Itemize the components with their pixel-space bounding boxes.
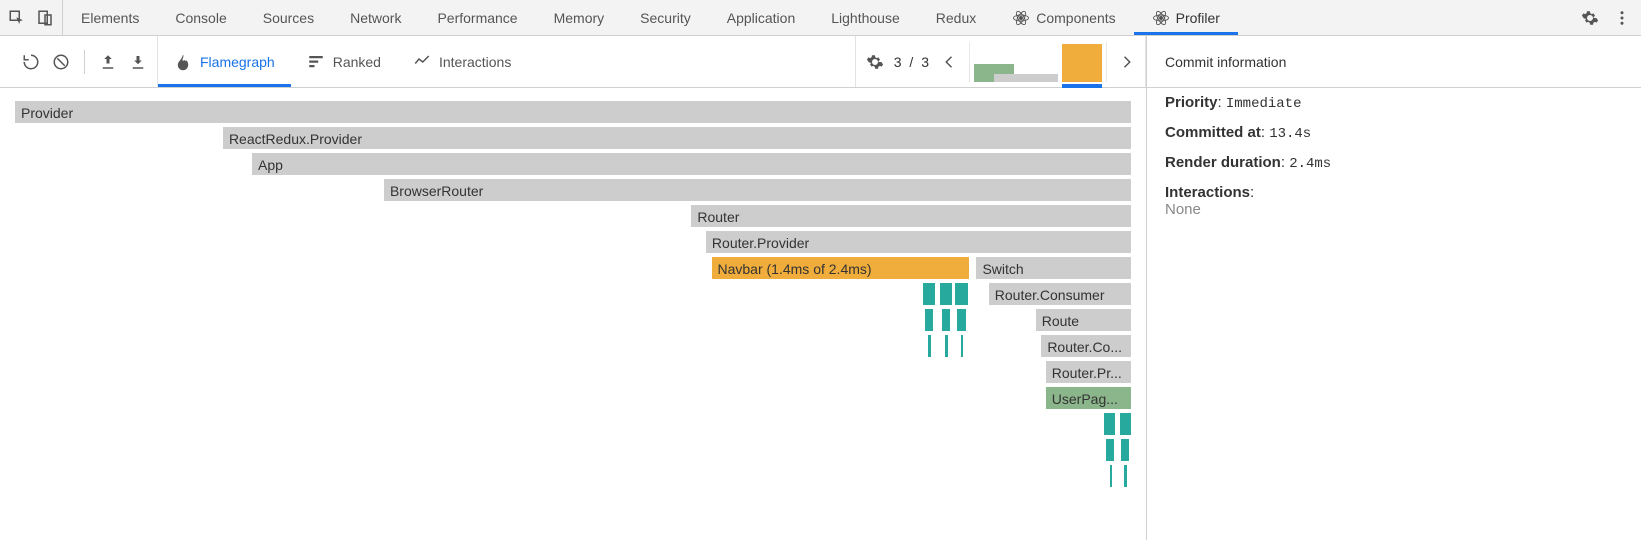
flame-bar[interactable]: Router.Co... [1040, 334, 1132, 358]
react-ext-icon [1152, 9, 1170, 27]
flame-bar[interactable]: Router.Provider [705, 230, 1132, 254]
flame-bar[interactable]: Route [1035, 308, 1132, 332]
mini-commit[interactable] [1062, 42, 1102, 82]
kebab-menu-icon[interactable] [1613, 9, 1631, 27]
flamegraph-area[interactable]: ProviderReactRedux.ProviderAppBrowserRou… [0, 88, 1146, 540]
tab-console[interactable]: Console [157, 0, 244, 35]
flame-bar[interactable]: ReactRedux.Provider [222, 126, 1132, 150]
tab-sources[interactable]: Sources [245, 0, 332, 35]
tab-label: Lighthouse [831, 10, 900, 26]
flamegraph-icon [174, 53, 192, 71]
profiler-view-label: Ranked [333, 54, 381, 70]
tab-label: Elements [81, 10, 139, 26]
flame-bar[interactable]: Switch [975, 256, 1132, 280]
commit-info-row: Priority: Immediate [1165, 94, 1623, 112]
profiler-toolbar: Flamegraph Ranked Interactions 3 / 3 Commi… [0, 36, 1641, 88]
react-ext-icon [1012, 9, 1030, 27]
flame-stub[interactable] [941, 308, 951, 332]
tab-elements[interactable]: Elements [63, 0, 157, 35]
flame-stub[interactable] [1109, 464, 1113, 488]
devtools-tab-strip: Elements Console Sources Network Performance… [0, 0, 1641, 36]
tab-performance[interactable]: Performance [419, 0, 535, 35]
ranked-icon [307, 53, 325, 71]
flame-stub[interactable] [1123, 464, 1127, 488]
tab-label: Sources [263, 10, 314, 26]
interactions-icon [413, 53, 431, 71]
flame-stub[interactable] [927, 334, 931, 358]
tab-label: Memory [554, 10, 605, 26]
commit-info-panel: Priority: Immediate Committed at: 13.4s Re… [1146, 88, 1641, 540]
mini-commit[interactable] [1018, 42, 1058, 82]
flame-stub[interactable] [956, 308, 966, 332]
reload-icon[interactable] [22, 53, 40, 71]
tab-redux[interactable]: Redux [918, 0, 994, 35]
upload-icon[interactable] [99, 53, 117, 71]
commit-counter: 3 / 3 [894, 54, 931, 70]
commit-info-row: Render duration: 2.4ms [1165, 154, 1623, 172]
flame-stub[interactable] [944, 334, 948, 358]
flame-stub[interactable] [1103, 412, 1116, 436]
tab-label: Security [640, 10, 691, 26]
tab-label: Profiler [1176, 10, 1220, 26]
tab-label: Console [175, 10, 226, 26]
flame-stub[interactable] [954, 282, 969, 306]
tab-security[interactable]: Security [622, 0, 709, 35]
profiler-view-ranked[interactable]: Ranked [291, 36, 397, 87]
tab-label: Redux [936, 10, 976, 26]
flame-stub[interactable] [960, 334, 964, 358]
inspect-icon[interactable] [8, 9, 26, 27]
tab-memory[interactable]: Memory [536, 0, 623, 35]
flame-bar[interactable]: BrowserRouter [383, 178, 1132, 202]
clear-icon[interactable] [52, 53, 70, 71]
profiler-gear-icon[interactable] [866, 53, 884, 71]
commit-info-row: Committed at: 13.4s [1165, 124, 1623, 142]
next-commit-icon[interactable] [1117, 53, 1135, 71]
gear-icon[interactable] [1581, 9, 1599, 27]
commit-minimap[interactable] [969, 42, 1107, 82]
profiler-view-interactions[interactable]: Interactions [397, 36, 527, 87]
profiler-view-label: Interactions [439, 54, 511, 70]
tab-label: Application [727, 10, 796, 26]
flame-stub[interactable] [922, 282, 937, 306]
tab-label: Components [1036, 10, 1115, 26]
profiler-view-flamegraph[interactable]: Flamegraph [158, 36, 291, 87]
tab-lighthouse[interactable]: Lighthouse [813, 0, 918, 35]
flame-bar[interactable]: App [251, 152, 1132, 176]
flame-bar[interactable]: Router.Pr... [1045, 360, 1132, 384]
flame-bar[interactable]: Provider [14, 100, 1132, 124]
prev-commit-icon[interactable] [941, 53, 959, 71]
flame-stub[interactable] [939, 282, 954, 306]
device-toggle-icon[interactable] [36, 9, 54, 27]
flame-stub[interactable] [924, 308, 934, 332]
tab-profiler[interactable]: Profiler [1134, 0, 1238, 35]
flame-bar[interactable]: UserPag... [1045, 386, 1132, 410]
download-icon[interactable] [129, 53, 147, 71]
flame-stub[interactable] [1120, 438, 1130, 462]
side-panel-title: Commit information [1165, 54, 1286, 70]
flame-bar[interactable]: Navbar (1.4ms of 2.4ms) [711, 256, 970, 280]
flame-bar[interactable]: Router.Consumer [988, 282, 1132, 306]
flame-bar[interactable]: Router [690, 204, 1132, 228]
tab-label: Performance [437, 10, 517, 26]
mini-commit[interactable] [974, 42, 1014, 82]
tab-components[interactable]: Components [994, 0, 1133, 35]
flame-stub[interactable] [1119, 412, 1132, 436]
flame-stub[interactable] [1105, 438, 1115, 462]
commit-info-interactions: Interactions:None [1165, 184, 1623, 218]
tab-network[interactable]: Network [332, 0, 419, 35]
tab-application[interactable]: Application [709, 0, 814, 35]
profiler-view-label: Flamegraph [200, 54, 275, 70]
tab-label: Network [350, 10, 401, 26]
